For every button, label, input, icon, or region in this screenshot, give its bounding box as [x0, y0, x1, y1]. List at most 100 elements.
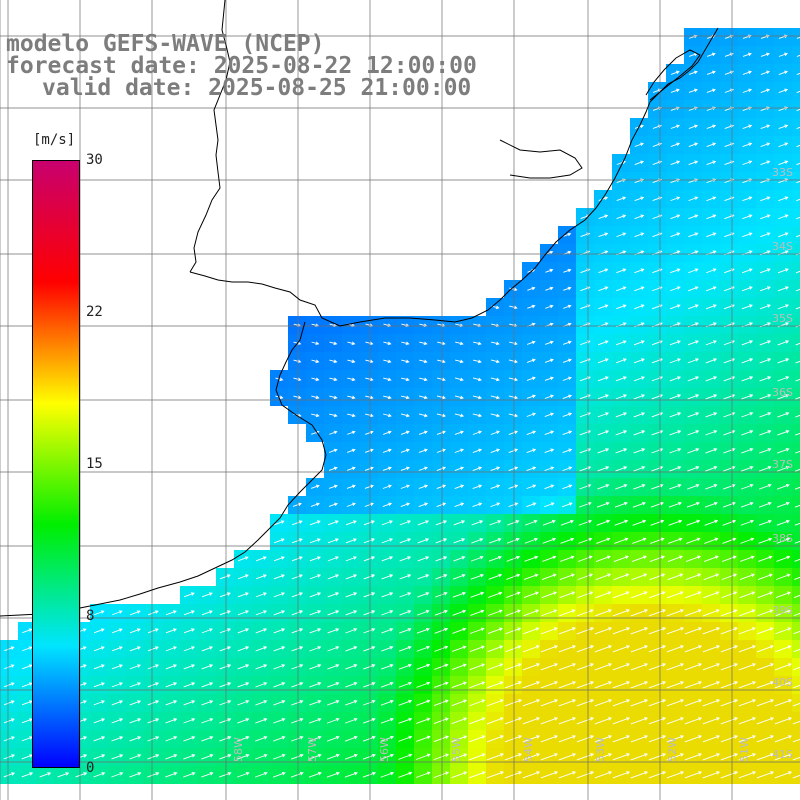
wind-arrow: [795, 342, 800, 346]
wind-arrow: [756, 717, 775, 725]
wind-arrow: [666, 645, 685, 653]
wind-arrow: [651, 466, 664, 472]
wind-arrow: [165, 664, 178, 670]
wind-arrow: [437, 341, 446, 346]
wind-arrow: [437, 359, 446, 364]
wind-arrow: [562, 340, 572, 345]
wind-arrow: [434, 627, 449, 634]
wind-arrow: [544, 358, 554, 363]
wind-arrow: [576, 717, 595, 725]
lon-label-53w: 53W: [594, 737, 607, 762]
wind-arrow: [633, 394, 646, 400]
wind-arrow: [648, 735, 667, 743]
wind-arrow: [630, 771, 649, 779]
wind-arrow: [525, 519, 538, 526]
wind-arrow: [562, 448, 573, 454]
wind-arrow: [273, 664, 286, 670]
wind-arrow: [612, 645, 631, 653]
wind-arrow: [183, 646, 196, 652]
wind-arrow: [792, 702, 800, 707]
wind-cell: [792, 388, 800, 406]
wind-cell: [792, 766, 800, 784]
wind-arrow: [344, 753, 358, 760]
wind-arrow: [670, 268, 681, 274]
wind-arrow: [255, 664, 268, 670]
wind-arrow: [774, 663, 792, 671]
wind-arrow: [760, 52, 770, 57]
wind-arrow: [684, 699, 703, 707]
wind-arrow: [778, 124, 789, 130]
wind-arrow: [760, 214, 771, 220]
wind-arrow: [291, 520, 303, 526]
wind-arrow: [291, 574, 303, 580]
wind-arrow: [703, 573, 720, 581]
wind-arrow: [760, 70, 770, 75]
wind-arrow: [759, 412, 772, 418]
wind-arrow: [723, 394, 736, 400]
wind-arrow: [147, 754, 160, 760]
wind-arrow: [559, 591, 576, 599]
wind-arrow: [594, 735, 613, 743]
wind-arrow: [544, 430, 555, 435]
wind-arrow: [293, 377, 302, 382]
wind-arrow: [705, 430, 718, 436]
wind-arrow: [329, 341, 338, 346]
wind-arrow: [796, 198, 800, 202]
wind-arrow: [165, 628, 177, 634]
wind-arrow: [129, 718, 142, 724]
wind-arrow: [472, 484, 483, 489]
wind-arrow: [558, 645, 577, 653]
wind-arrow: [255, 646, 268, 652]
wind-arrow: [526, 466, 537, 472]
wind-arrow: [544, 502, 555, 508]
wind-arrow: [777, 448, 790, 454]
wind-arrow: [705, 376, 718, 382]
wind-arrow: [776, 573, 791, 580]
wind-arrow: [345, 574, 358, 580]
wind-arrow: [381, 664, 394, 670]
wind-cell: [792, 712, 800, 730]
wind-arrow: [544, 412, 555, 417]
wind-arrow: [757, 591, 774, 599]
wind-arrow: [434, 681, 449, 688]
wind-cell: [792, 568, 800, 586]
wind-arrow: [273, 538, 285, 544]
wind-arrow: [274, 520, 285, 526]
wind-arrow: [666, 681, 685, 689]
wind-arrow: [3, 718, 15, 724]
wind-arrow: [723, 430, 736, 436]
wind-arrow: [362, 717, 376, 724]
wind-arrow: [741, 268, 753, 274]
wind-arrow: [758, 519, 772, 526]
wind-arrow: [594, 717, 613, 725]
wind-arrow: [648, 627, 667, 635]
wind-arrow: [3, 736, 15, 742]
wind-arrow: [469, 645, 485, 652]
wind-arrow: [364, 502, 375, 507]
wind-arrow: [542, 555, 557, 562]
wind-arrow: [454, 448, 465, 453]
wind-arrow: [383, 395, 392, 400]
wind-arrow: [597, 466, 610, 472]
wind-arrow: [399, 574, 412, 580]
wind-arrow: [723, 412, 736, 418]
wind-arrow: [612, 609, 630, 617]
wind-arrow: [401, 377, 410, 382]
wind-arrow: [94, 610, 105, 616]
wind-arrow: [666, 663, 685, 671]
wind-arrow: [363, 646, 376, 652]
wind-arrow: [311, 413, 320, 418]
wind-arrow: [597, 412, 610, 418]
wind-arrow: [562, 484, 573, 490]
wind-arrow: [433, 717, 449, 724]
wind-arrow: [615, 466, 628, 472]
wind-arrow: [490, 377, 500, 382]
wind-arrow: [706, 142, 717, 147]
wind-arrow: [594, 771, 613, 779]
wind-arrow: [794, 468, 800, 472]
wind-arrow: [487, 609, 503, 616]
wind-arrow: [563, 268, 572, 273]
wind-arrow: [576, 609, 594, 617]
wind-arrow: [524, 555, 539, 562]
wind-arrow: [470, 591, 485, 598]
